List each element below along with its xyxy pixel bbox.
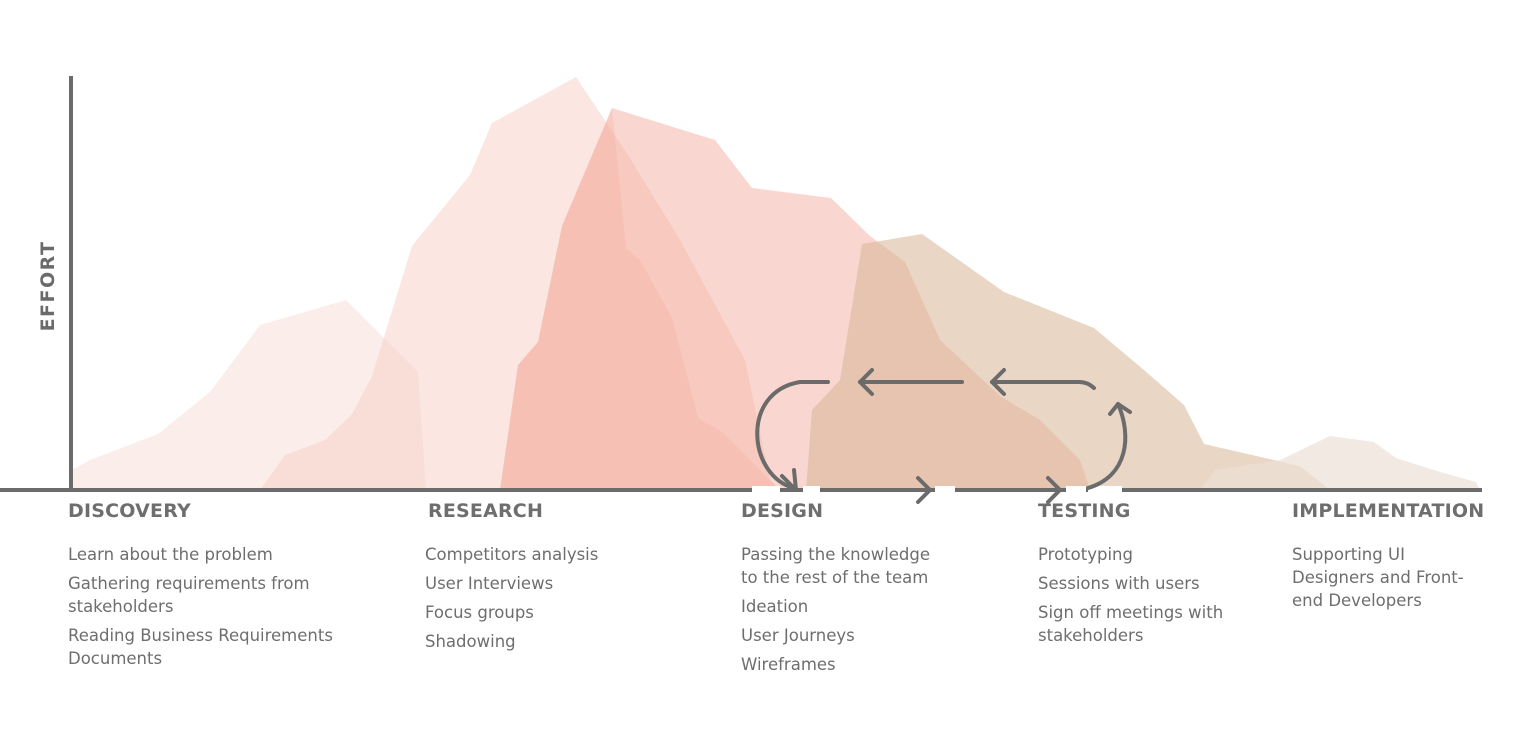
- y-axis-label: EFFORT: [37, 240, 59, 332]
- list-item: User Journeys: [741, 626, 855, 645]
- arrow-right-icon: [916, 476, 932, 504]
- list-item: Wireframes: [741, 655, 836, 674]
- list-item: Shadowing: [425, 632, 516, 651]
- list-item: Competitors analysis: [425, 545, 599, 564]
- phase-items: Passing the knowledge to the rest of the…: [741, 543, 949, 676]
- phase-title: IMPLEMENTATION: [1292, 500, 1485, 522]
- loop-gap: [752, 486, 780, 494]
- arrow-down-icon: [780, 468, 798, 492]
- phase-title: DISCOVERY: [68, 500, 191, 522]
- phase-items: Learn about the problem Gathering requir…: [68, 543, 368, 670]
- loop-top-line: [990, 380, 1096, 390]
- design-core-area: [500, 108, 780, 490]
- testing-effort-area: [806, 234, 1330, 490]
- loop-gap: [1088, 486, 1122, 494]
- implementation-effort-area: [1200, 436, 1480, 490]
- arrow-left-icon: [858, 368, 874, 396]
- list-item: Sign off meetings with stakeholders: [1038, 603, 1224, 645]
- list-item: Gathering requirements from stakeholders: [68, 574, 310, 616]
- phase-items: Competitors analysis User Interviews Foc…: [425, 543, 655, 653]
- phase-items: Supporting UI Designers and Front-end De…: [1292, 543, 1482, 612]
- list-item: Learn about the problem: [68, 545, 273, 564]
- phase-items: Prototyping Sessions with users Sign off…: [1038, 543, 1238, 647]
- list-item: Focus groups: [425, 603, 534, 622]
- research-effort-area: [260, 77, 780, 490]
- arrow-left-icon: [990, 368, 1006, 396]
- loop-gap: [1066, 486, 1086, 494]
- phase-implementation: IMPLEMENTATION Supporting UI Designers a…: [1292, 497, 1485, 618]
- arrow-up-icon: [1108, 402, 1132, 416]
- phase-discovery: DISCOVERY Learn about the problem Gather…: [68, 497, 368, 676]
- list-item: User Interviews: [425, 574, 554, 593]
- loop-left-curve: [755, 380, 830, 490]
- loop-right-curve: [1086, 402, 1128, 490]
- phase-testing: TESTING Prototyping Sessions with users …: [1038, 497, 1238, 653]
- list-item: Passing the knowledge to the rest of the…: [741, 545, 931, 587]
- loop-gap: [935, 486, 955, 494]
- arrow-right-icon: [1046, 476, 1062, 504]
- phase-design: DESIGN Passing the knowledge to the rest…: [741, 497, 949, 682]
- list-item: Sessions with users: [1038, 574, 1200, 593]
- list-item: Prototyping: [1038, 545, 1133, 564]
- phase-title: RESEARCH: [428, 500, 544, 522]
- iteration-loop: [755, 368, 1132, 504]
- list-item: Ideation: [741, 597, 809, 616]
- loop-gap: [803, 486, 820, 494]
- list-item: Reading Business Requirements Documents: [68, 626, 333, 668]
- phase-title: TESTING: [1038, 500, 1131, 522]
- phase-title: DESIGN: [741, 500, 824, 522]
- phase-research: RESEARCH Competitors analysis User Inter…: [425, 497, 655, 659]
- list-item: Supporting UI Designers and Front-end De…: [1292, 545, 1464, 610]
